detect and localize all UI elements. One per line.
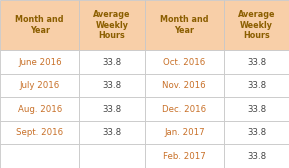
Bar — [144, 144, 224, 168]
Text: July 2016: July 2016 — [20, 81, 60, 90]
Text: 33.8: 33.8 — [247, 105, 266, 114]
Bar — [0, 144, 79, 168]
Text: Aug. 2016: Aug. 2016 — [18, 105, 62, 114]
Text: Dec. 2016: Dec. 2016 — [162, 105, 206, 114]
Text: 33.8: 33.8 — [102, 128, 122, 137]
Bar — [79, 74, 144, 97]
Text: Average
Weekly
Hours: Average Weekly Hours — [93, 10, 131, 40]
Bar — [0, 121, 79, 144]
Text: 33.8: 33.8 — [247, 128, 266, 137]
Bar — [224, 121, 289, 144]
Bar — [144, 97, 224, 121]
Text: Nov. 2016: Nov. 2016 — [162, 81, 206, 90]
Text: 33.8: 33.8 — [102, 58, 122, 67]
Bar — [79, 97, 144, 121]
Bar — [224, 97, 289, 121]
Bar — [0, 97, 79, 121]
Bar — [224, 74, 289, 97]
Bar — [144, 50, 224, 74]
Bar — [79, 144, 144, 168]
Bar — [144, 121, 224, 144]
Bar — [224, 50, 289, 74]
Bar — [79, 0, 144, 50]
Bar — [79, 121, 144, 144]
Text: 33.8: 33.8 — [247, 81, 266, 90]
Text: Month and
Year: Month and Year — [16, 15, 64, 35]
Bar — [0, 74, 79, 97]
Bar — [0, 0, 79, 50]
Text: Sept. 2016: Sept. 2016 — [16, 128, 63, 137]
Bar — [0, 50, 79, 74]
Text: Month and
Year: Month and Year — [160, 15, 208, 35]
Bar — [144, 74, 224, 97]
Text: 33.8: 33.8 — [247, 152, 266, 161]
Text: 33.8: 33.8 — [102, 81, 122, 90]
Bar — [144, 0, 224, 50]
Text: Feb. 2017: Feb. 2017 — [163, 152, 205, 161]
Text: Jan. 2017: Jan. 2017 — [164, 128, 205, 137]
Text: 33.8: 33.8 — [247, 58, 266, 67]
Text: Average
Weekly
Hours: Average Weekly Hours — [238, 10, 275, 40]
Bar — [224, 0, 289, 50]
Text: 33.8: 33.8 — [102, 105, 122, 114]
Text: Oct. 2016: Oct. 2016 — [163, 58, 205, 67]
Bar — [79, 50, 144, 74]
Bar — [224, 144, 289, 168]
Text: June 2016: June 2016 — [18, 58, 62, 67]
